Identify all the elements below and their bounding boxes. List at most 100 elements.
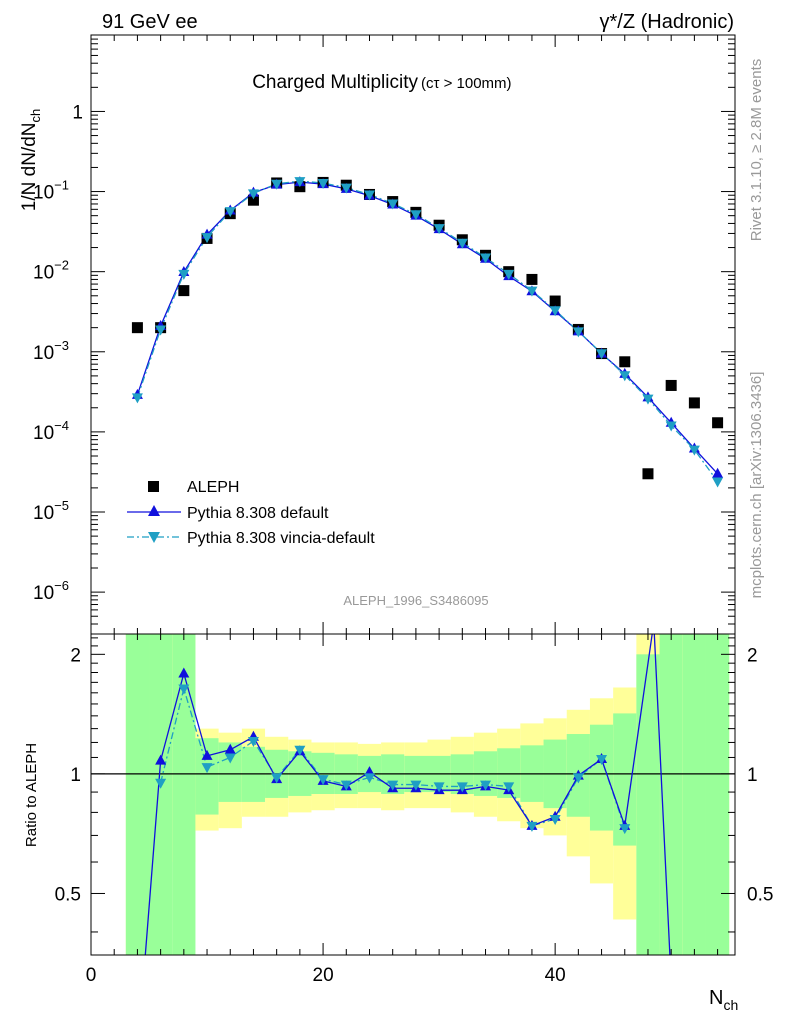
y-tick-label-exp: −5	[54, 498, 69, 513]
y-axis-label: 1/N dN/dNch	[19, 109, 43, 211]
pythia-vincia-point	[596, 349, 608, 360]
pythia-vincia-point	[363, 190, 375, 201]
ratio-plot-ticks: 0.5 0.51 12 20 20 40	[55, 634, 773, 986]
aleph-data-point	[665, 379, 677, 391]
ratio-y-axis-label: Ratio to ALEPH	[23, 743, 40, 847]
pythia-vincia-point	[131, 393, 143, 404]
ratio-plot-frame	[90, 633, 736, 956]
ratio-y-tick-label: 0.5	[55, 884, 81, 905]
y-axis-label-sub: ch	[28, 109, 43, 123]
chart-subtitle: (cτ > 100mm)	[421, 75, 512, 92]
uncertainty-band-green	[705, 634, 730, 955]
pythia-vincia-point	[317, 178, 329, 189]
header-right-label: γ*/Z (Hadronic)	[600, 11, 734, 33]
ratio-vincia-point	[549, 814, 561, 825]
y-axis-label-main: 1/N dN/dN	[19, 123, 40, 212]
legend-aleph-marker	[148, 481, 159, 492]
ratio-y-tick-label: 0.5	[747, 884, 773, 905]
y-tick-label: 10−4	[33, 418, 69, 444]
ratio-plot-data	[91, 634, 735, 955]
y-tick-label-base: 10	[33, 263, 54, 284]
pythia-vincia-point	[619, 371, 631, 382]
aleph-data-point	[642, 468, 654, 480]
legend-pythia-vincia-label: Pythia 8.308 vincia-default	[187, 530, 375, 547]
ratio-vincia-point	[526, 821, 538, 832]
main-plot-data	[131, 176, 724, 488]
ratio-vincia-point	[410, 780, 422, 791]
ratio-default-line	[144, 634, 671, 955]
ratio-vincia-point	[363, 773, 375, 784]
pythia-vincia-point	[572, 327, 584, 338]
aleph-data-point	[549, 295, 561, 307]
y-tick-label: 10−5	[33, 498, 69, 524]
y-tick-label-base: 10	[33, 423, 54, 444]
ratio-vincia-point	[224, 753, 236, 764]
y-tick-label-base: 10	[33, 183, 54, 204]
ratio-y-tick-label: 1	[747, 765, 758, 786]
uncertainty-band-green	[149, 634, 173, 955]
y-tick-label: 10−3	[33, 338, 69, 364]
uncertainty-band-green	[636, 654, 660, 955]
ratio-vincia-point	[503, 782, 515, 793]
pythia-vincia-point	[503, 269, 515, 280]
pythia-default-point	[712, 467, 724, 478]
aleph-data-point	[619, 356, 631, 368]
pythia-vincia-point	[642, 394, 654, 405]
ratio-vincia-point	[596, 755, 608, 766]
ratio-vincia-point	[572, 773, 584, 784]
y-tick-label: 10−1	[33, 178, 69, 204]
pythia-default-line	[136, 181, 719, 475]
pythia-vincia-point	[526, 286, 538, 297]
y-tick-label: 1	[72, 102, 83, 123]
pythia-vincia-point	[247, 189, 259, 200]
ratio-vincia-point	[456, 782, 468, 793]
pythia-vincia-point	[387, 199, 399, 210]
uncertainty-band-green	[218, 742, 242, 802]
x-axis-label-sub: ch	[723, 997, 738, 1013]
y-tick-label-exp: −3	[54, 338, 69, 353]
aleph-data-point	[131, 322, 143, 334]
aleph-data-point	[712, 417, 724, 429]
uncertainty-band-green	[589, 724, 614, 831]
mcplots-label: mcplots.cern.ch [arXiv:1306.3436]	[748, 372, 765, 599]
y-tick-label-base: 10	[33, 583, 54, 604]
legend-pythia-default-marker	[148, 505, 160, 516]
aleph-data-point	[178, 285, 190, 297]
pythia-vincia-point	[155, 325, 167, 336]
pythia-vincia-point	[178, 269, 190, 280]
ratio-vincia-point	[340, 780, 352, 791]
pythia-vincia-point	[688, 445, 700, 456]
aleph-data-point	[526, 273, 538, 285]
x-tick-label: 0	[86, 965, 97, 986]
ratio-vincia-point	[155, 778, 167, 789]
ratio-vincia-point	[480, 780, 492, 791]
pythia-vincia-point	[665, 421, 677, 432]
y-tick-label-exp: −6	[54, 578, 69, 593]
main-plot-ticks: 110−110−210−310−410−510−6	[33, 34, 735, 635]
legend-aleph-label: ALEPH	[187, 479, 239, 496]
ratio-y-tick-label: 1	[70, 765, 81, 786]
pythia-vincia-line	[136, 180, 719, 482]
pythia-vincia-point	[549, 306, 561, 317]
pythia-vincia-point	[433, 224, 445, 235]
ratio-default-point	[178, 667, 190, 678]
pythia-vincia-point	[456, 238, 468, 249]
header-left-label: 91 GeV ee	[102, 11, 198, 33]
ratio-default-point	[224, 743, 236, 754]
rivet-label: Rivet 3.1.10, ≥ 2.8M events	[748, 59, 765, 242]
pythia-vincia-point	[480, 253, 492, 264]
ratio-vincia-point	[271, 773, 283, 784]
ratio-vincia-point	[387, 780, 399, 791]
y-tick-label-exp: −4	[54, 418, 69, 433]
aleph-data-point	[247, 194, 259, 206]
x-tick-label: 20	[313, 965, 334, 986]
legend-pythia-default-label: Pythia 8.308 default	[187, 505, 329, 522]
ratio-vincia-point	[294, 745, 306, 756]
ratio-vincia-point	[317, 775, 329, 786]
ratio-vincia-point	[433, 782, 445, 793]
x-tick-label: 40	[545, 965, 566, 986]
pythia-vincia-point	[201, 233, 213, 244]
ratio-vincia-point	[619, 824, 631, 835]
pythia-vincia-point	[271, 179, 283, 190]
